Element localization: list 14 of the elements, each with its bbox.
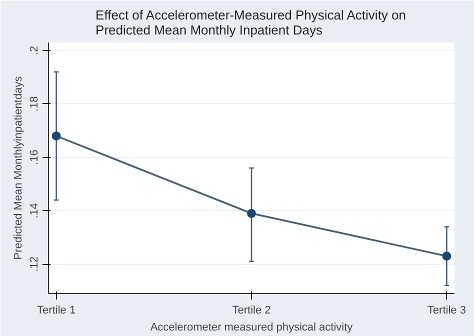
- point: [247, 208, 256, 218]
- x-tick-label: Tertile 3: [427, 304, 466, 316]
- y-axis-title: Predicted Mean Monthlyinpatientdays: [12, 76, 24, 260]
- point: [442, 252, 452, 261]
- y-tick-label: .18: [28, 96, 40, 112]
- x-tick-label: Tertile 1: [37, 304, 76, 316]
- y-tick-label: .14: [28, 203, 40, 218]
- y-tick-label: .12: [28, 256, 40, 272]
- chart-title: Effect of Accelerometer-Measured Physical Activity on Predicted Mean Monthly Inpatient Days: [96, 8, 406, 38]
- y-tick-label: .2: [28, 46, 40, 56]
- x-tick-label: Tertile 2: [232, 304, 271, 316]
- point: [52, 131, 61, 140]
- x-axis-title: Accelerometer measured physical activity: [150, 322, 354, 334]
- y-tick-label: .16: [28, 150, 40, 165]
